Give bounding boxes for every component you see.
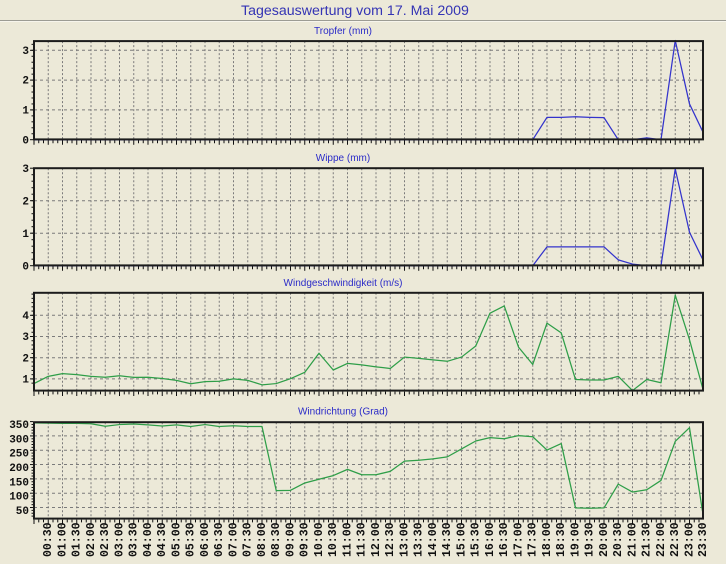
svg-text:3: 3	[22, 332, 29, 344]
svg-text:1: 1	[22, 375, 29, 387]
svg-text:Windrichtung (Grad): Windrichtung (Grad)	[298, 407, 388, 418]
svg-text:150: 150	[9, 477, 29, 489]
svg-text:22:30: 22:30	[669, 522, 682, 557]
svg-text:Wippe (mm): Wippe (mm)	[316, 153, 370, 164]
svg-text:05:00: 05:00	[170, 522, 183, 557]
svg-text:17:00: 17:00	[512, 522, 525, 557]
svg-text:07:00: 07:00	[227, 522, 240, 557]
svg-text:01:00: 01:00	[56, 522, 69, 557]
svg-text:05:30: 05:30	[185, 522, 198, 557]
svg-text:Tagesauswertung vom 17. Mai 20: Tagesauswertung vom 17. Mai 2009	[241, 3, 469, 19]
svg-text:03:00: 03:00	[113, 522, 126, 557]
svg-text:15:30: 15:30	[470, 522, 483, 557]
svg-text:23:00: 23:00	[683, 522, 696, 557]
svg-text:00:30: 00:30	[42, 522, 55, 557]
svg-text:16:00: 16:00	[484, 522, 497, 557]
svg-text:01:30: 01:30	[71, 522, 84, 557]
svg-text:17:30: 17:30	[527, 522, 540, 557]
svg-text:21:30: 21:30	[641, 522, 654, 557]
svg-text:3: 3	[22, 46, 29, 58]
svg-text:200: 200	[9, 463, 29, 475]
svg-text:04:30: 04:30	[156, 522, 169, 557]
svg-text:0: 0	[22, 261, 29, 273]
svg-text:21:00: 21:00	[626, 522, 639, 557]
svg-text:03:30: 03:30	[128, 522, 141, 557]
svg-text:20:30: 20:30	[612, 522, 625, 557]
svg-text:11:30: 11:30	[356, 522, 369, 557]
svg-text:1: 1	[22, 106, 29, 118]
svg-text:06:30: 06:30	[213, 522, 226, 557]
svg-text:350: 350	[9, 420, 29, 432]
svg-text:18:00: 18:00	[541, 522, 554, 557]
svg-text:Tropfer (mm): Tropfer (mm)	[314, 26, 372, 37]
svg-text:12:00: 12:00	[370, 522, 383, 557]
svg-text:10:00: 10:00	[313, 522, 326, 557]
svg-text:13:00: 13:00	[398, 522, 411, 557]
svg-text:14:00: 14:00	[427, 522, 440, 557]
svg-text:10:30: 10:30	[327, 522, 340, 557]
svg-text:16:30: 16:30	[498, 522, 511, 557]
svg-text:300: 300	[9, 434, 29, 446]
svg-text:250: 250	[9, 449, 29, 461]
svg-text:09:30: 09:30	[299, 522, 312, 557]
svg-text:02:00: 02:00	[85, 522, 98, 557]
svg-text:4: 4	[22, 311, 29, 323]
svg-text:3: 3	[22, 164, 29, 176]
svg-text:12:30: 12:30	[384, 522, 397, 557]
svg-text:23:30: 23:30	[697, 522, 710, 557]
svg-text:09:00: 09:00	[284, 522, 297, 557]
svg-text:18:30: 18:30	[555, 522, 568, 557]
svg-text:2: 2	[22, 353, 29, 365]
svg-text:20:00: 20:00	[598, 522, 611, 557]
svg-text:02:30: 02:30	[99, 522, 112, 557]
svg-text:0: 0	[22, 135, 29, 147]
svg-text:15:00: 15:00	[455, 522, 468, 557]
svg-text:2: 2	[22, 76, 29, 88]
svg-text:14:30: 14:30	[441, 522, 454, 557]
svg-text:19:30: 19:30	[584, 522, 597, 557]
svg-text:50: 50	[16, 506, 29, 518]
svg-text:100: 100	[9, 492, 29, 504]
svg-text:08:30: 08:30	[270, 522, 283, 557]
svg-text:08:00: 08:00	[256, 522, 269, 557]
svg-text:Windgeschwindigkeit (m/s): Windgeschwindigkeit (m/s)	[284, 278, 403, 289]
svg-text:22:00: 22:00	[655, 522, 668, 557]
svg-text:06:00: 06:00	[199, 522, 212, 557]
svg-text:07:30: 07:30	[242, 522, 255, 557]
svg-text:13:30: 13:30	[413, 522, 426, 557]
svg-text:19:00: 19:00	[569, 522, 582, 557]
svg-text:1: 1	[22, 229, 29, 241]
svg-text:11:00: 11:00	[341, 522, 354, 557]
svg-text:2: 2	[22, 196, 29, 208]
svg-text:04:00: 04:00	[142, 522, 155, 557]
